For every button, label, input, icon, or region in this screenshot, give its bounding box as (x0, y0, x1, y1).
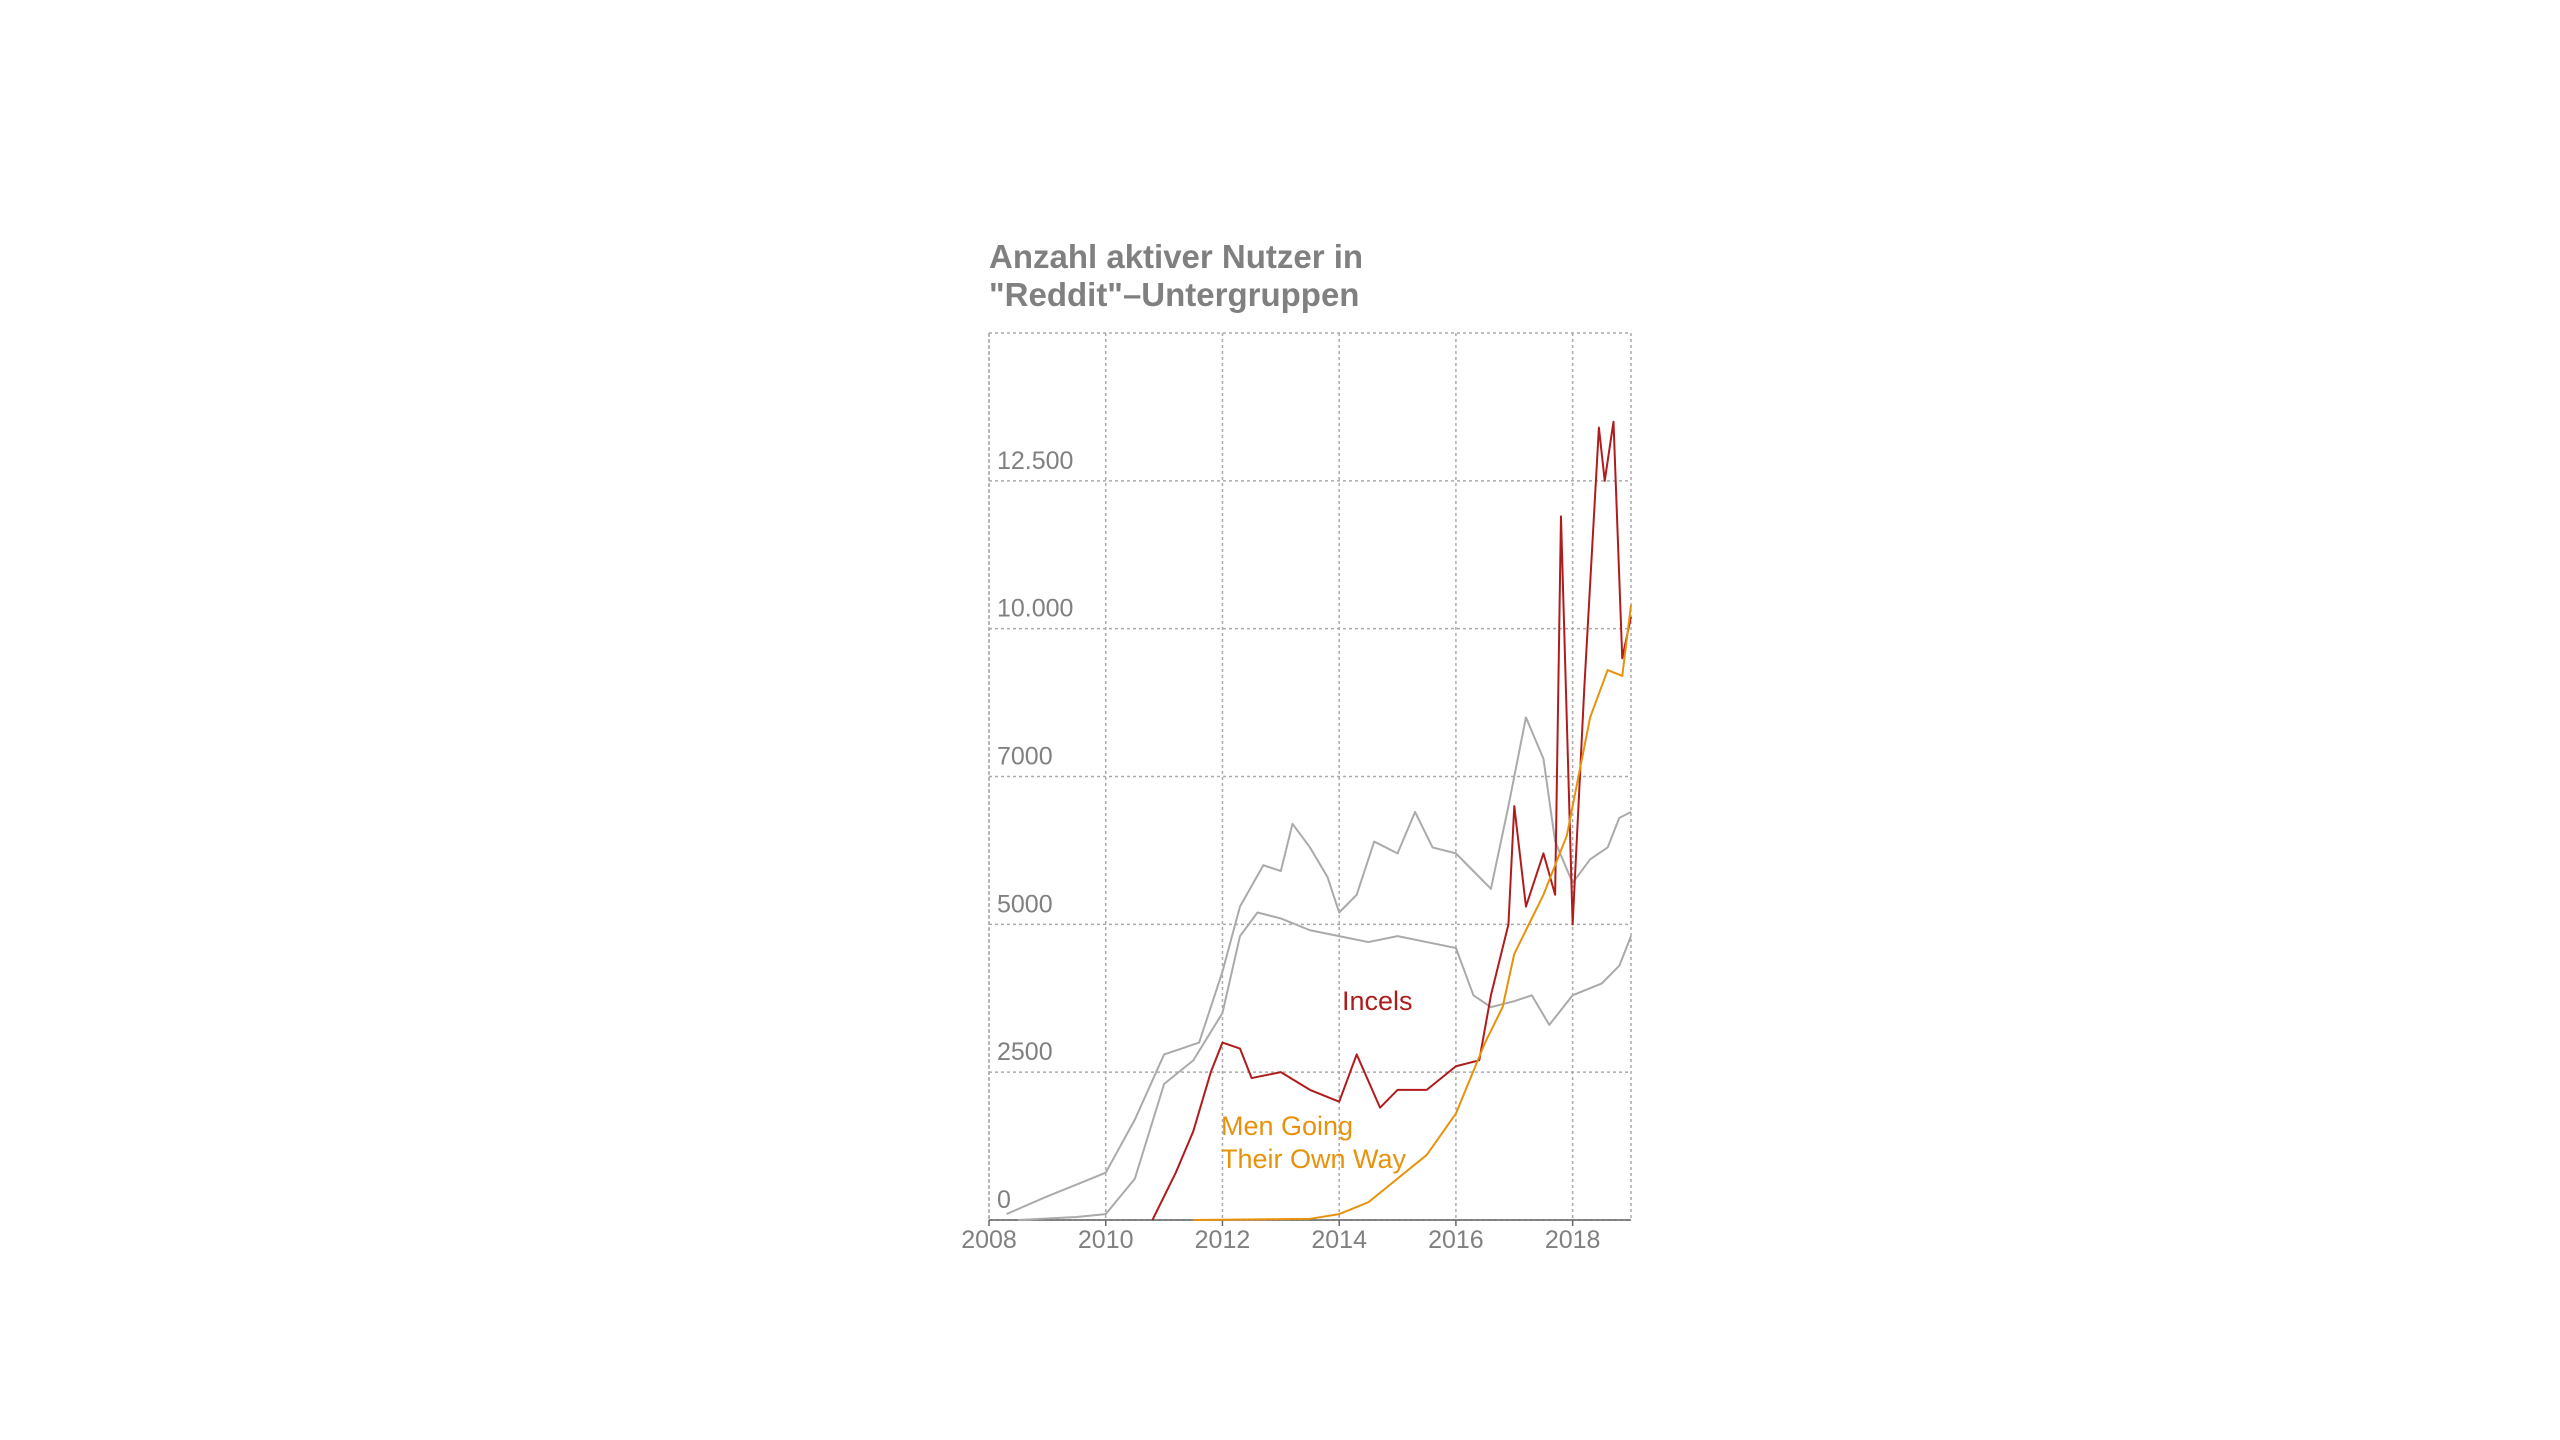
y-tick-label: 12.500 (997, 447, 1073, 475)
y-tick-label: 10.000 (997, 595, 1073, 623)
x-tick-label: 2018 (1545, 1226, 1601, 1254)
x-tick-label: 2014 (1311, 1226, 1367, 1254)
x-tick-label: 2010 (1078, 1226, 1134, 1254)
series-label: Men Going Their Own Way (1221, 1111, 1407, 1174)
series-line (1006, 716, 1632, 1216)
y-tick-label: 2500 (997, 1038, 1053, 1066)
y-tick-label: 7000 (997, 743, 1053, 771)
series-label: Incels (1342, 986, 1413, 1016)
y-tick-label: 0 (997, 1186, 1011, 1214)
y-tick-label: 5000 (997, 890, 1053, 918)
chart-title: "Reddit"–Untergruppen (989, 276, 1359, 313)
x-tick-label: 2012 (1195, 1226, 1251, 1254)
x-tick-label: 2016 (1428, 1226, 1484, 1254)
x-tick-label: 2008 (961, 1226, 1017, 1254)
series-line (1193, 604, 1632, 1221)
chart-title: Anzahl aktiver Nutzer in (989, 238, 1363, 275)
series-line (1018, 911, 1632, 1221)
series-line (1151, 420, 1632, 1221)
